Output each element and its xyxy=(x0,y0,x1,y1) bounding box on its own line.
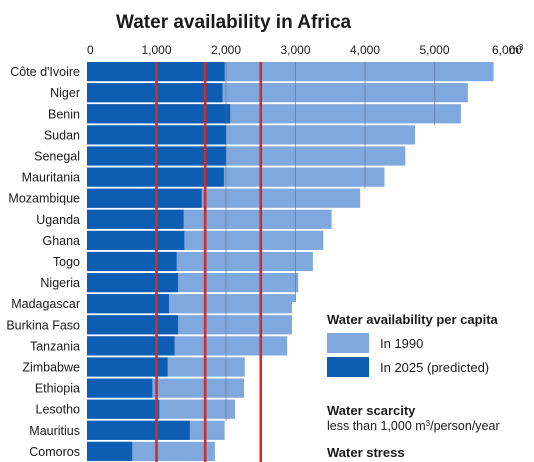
x-axis-ticks: 0 1,000 2,000 3,000 4,000 5,000 6,000 xyxy=(87,43,522,57)
category-label-ethiopia: Ethiopia xyxy=(35,382,80,396)
reference-lines xyxy=(155,62,263,462)
x-tick-label-2000: 2,000 xyxy=(211,43,241,57)
category-label-nigeria: Nigeria xyxy=(40,276,80,290)
category-label-senegal: Senegal xyxy=(34,150,80,164)
bar-2025-nigeria xyxy=(87,273,179,293)
bar-2025-mozambique xyxy=(87,188,202,208)
bar-2025-ghana xyxy=(87,230,185,250)
x-tick-label-1000: 1,000 xyxy=(141,43,171,57)
x-tick-label-3000: 3,000 xyxy=(280,43,310,57)
category-label-sudan: Sudan xyxy=(44,128,80,142)
category-label-niger: Niger xyxy=(50,86,80,100)
x-tick-label-6000: 6,000 xyxy=(492,43,522,57)
bar-2025-niger xyxy=(87,83,223,103)
legend-swatch-2025 xyxy=(327,357,369,377)
x-unit-superscript: 3 xyxy=(519,43,524,52)
category-label-mozambique: Mozambique xyxy=(8,192,80,206)
legend-title: Water availability per capita xyxy=(327,312,499,327)
note-text-scarcity-sup: 3 xyxy=(426,419,431,428)
bar-2025-mauritius xyxy=(87,420,190,440)
note-text-scarcity-main: less than 1,000 m xyxy=(327,419,426,433)
bar-2025-comoros xyxy=(87,441,133,461)
threshold-notes: Water scarcity less than 1,000 m3/person… xyxy=(327,403,500,460)
category-label-lesotho: Lesotho xyxy=(36,403,81,417)
bar-2025-ethiopia xyxy=(87,378,153,398)
bar-2025-lesotho xyxy=(87,399,160,419)
category-label-mauritius: Mauritius xyxy=(29,424,80,438)
category-label-ghana: Ghana xyxy=(42,234,80,248)
category-label-togo: Togo xyxy=(53,255,80,269)
category-label-benin: Benin xyxy=(48,107,80,121)
legend-label-2025: In 2025 (predicted) xyxy=(380,360,489,375)
category-label-mauritania: Mauritania xyxy=(22,171,80,185)
note-title-stress: Water stress xyxy=(327,445,405,460)
category-label-c-te-d-ivoire: Côte d'Ivoire xyxy=(10,65,80,79)
legend-swatch-1990 xyxy=(327,333,369,353)
x-tick-label-4000: 4,000 xyxy=(350,43,380,57)
category-label-burkina-faso: Burkina Faso xyxy=(6,318,80,332)
bar-2025-burkina-faso xyxy=(87,315,179,335)
bar-2025-zimbabwe xyxy=(87,357,168,377)
bar-2025-madagascar xyxy=(87,294,170,314)
legend-label-1990: In 1990 xyxy=(380,336,423,351)
note-text-scarcity-end: /person/year xyxy=(430,419,499,433)
category-label-uganda: Uganda xyxy=(36,213,80,227)
bar-2025-uganda xyxy=(87,209,184,229)
category-label-comoros: Comoros xyxy=(29,445,80,459)
chart-title: Water availability in Africa xyxy=(116,12,352,33)
category-label-madagascar: Madagascar xyxy=(11,297,80,311)
x-tick-label-5000: 5,000 xyxy=(419,43,449,57)
note-title-scarcity: Water scarcity xyxy=(327,403,416,418)
bar-2025-tanzania xyxy=(87,336,175,356)
note-text-scarcity: less than 1,000 m3/person/year xyxy=(327,419,500,433)
legend: Water availability per capita In 1990 In… xyxy=(327,312,499,377)
category-label-tanzania: Tanzania xyxy=(30,339,80,353)
x-axis-unit: m3 xyxy=(509,43,524,57)
category-label-zimbabwe: Zimbabwe xyxy=(22,361,80,375)
x-tick-label-0: 0 xyxy=(87,43,94,57)
x-unit-text: m xyxy=(509,43,519,57)
bar-2025-benin xyxy=(87,104,231,124)
legend-panel xyxy=(292,302,534,462)
bar-2025-togo xyxy=(87,251,177,272)
category-labels: Côte d'Ivoire Niger Benin Sudan Senegal Mauri… xyxy=(6,65,80,459)
